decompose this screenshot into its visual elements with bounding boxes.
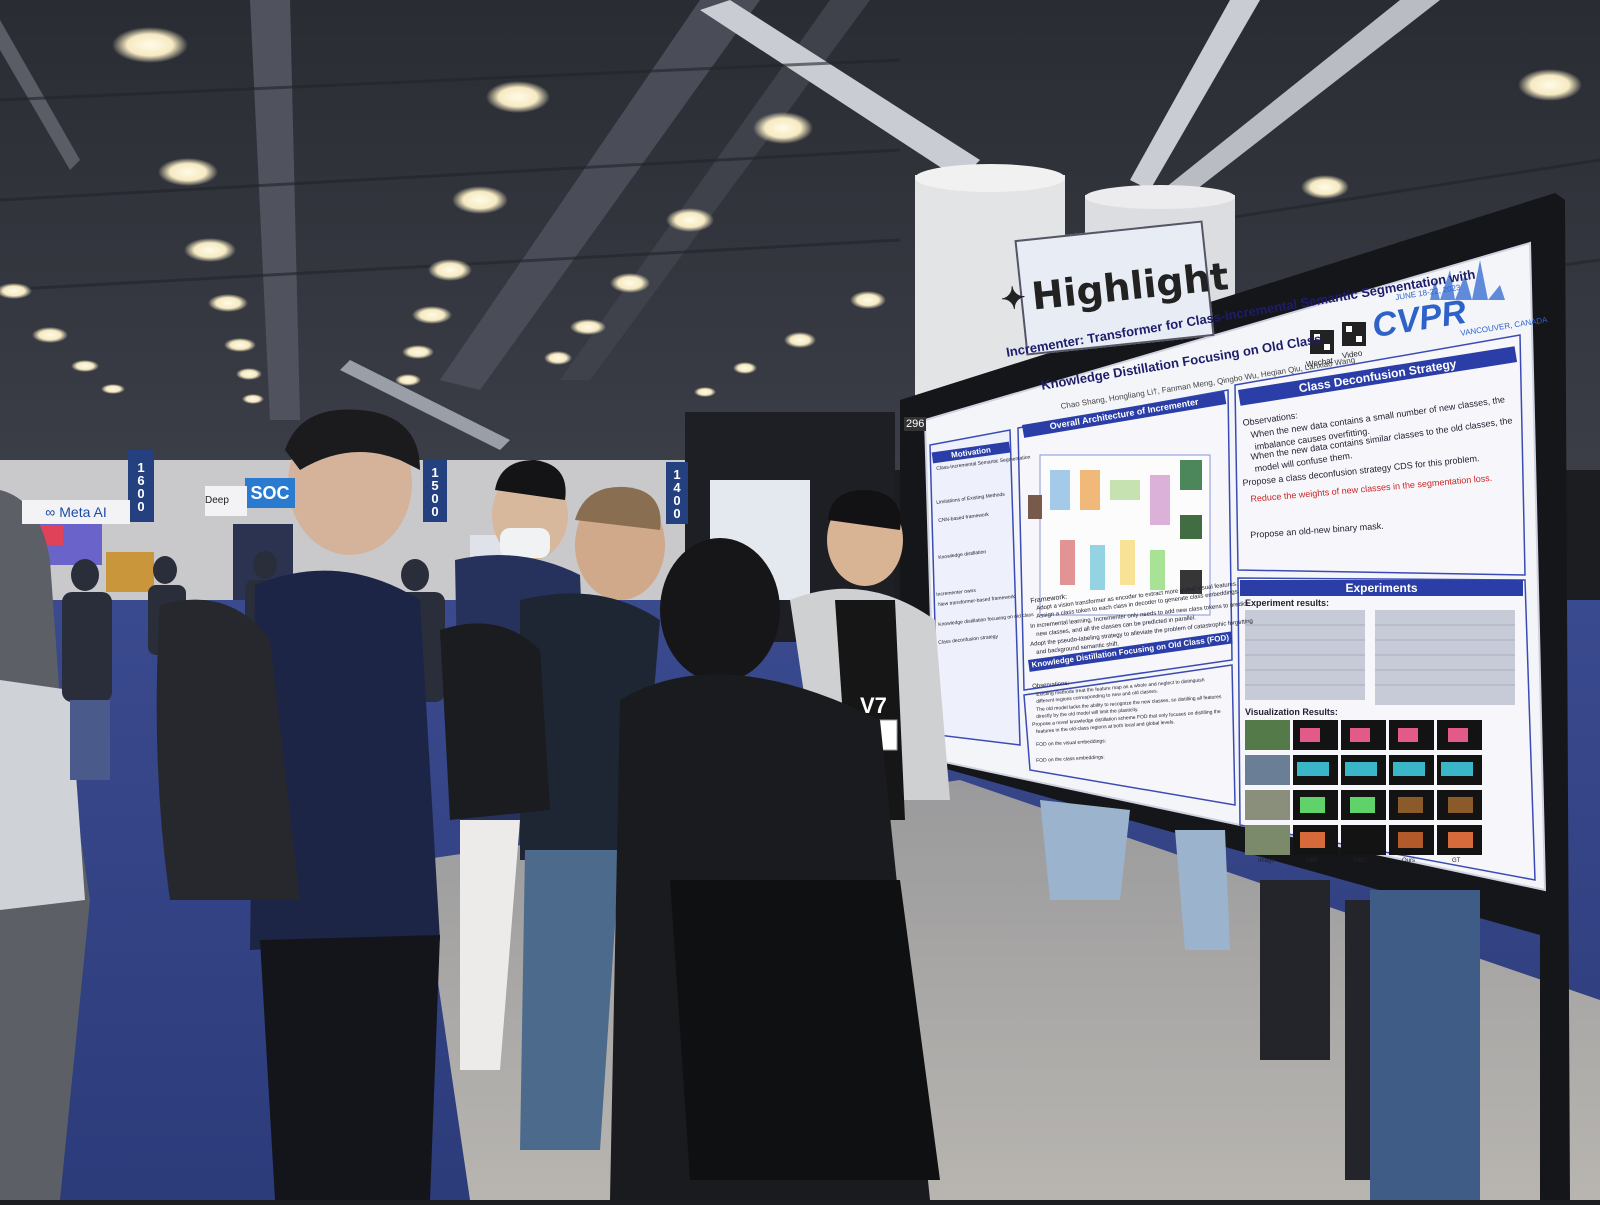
meta-logo-icon: ∞	[45, 504, 56, 520]
visualization-results-label: Visualization Results:	[1245, 707, 1338, 717]
aisle-banner-1400: 1400	[666, 462, 688, 524]
deep-learning-sign: Deep Lea	[205, 486, 247, 516]
booth-number: 296	[904, 417, 927, 431]
sparkle-icon: ✦	[999, 280, 1028, 317]
vis-label-gt: GT	[1452, 858, 1461, 864]
meta-ai-sign: ∞ Meta AI	[22, 500, 130, 524]
vis-label-rbc: RBC*	[1354, 858, 1370, 864]
meta-ai-label: Meta AI	[59, 504, 107, 520]
vis-label-image: Image	[1258, 858, 1275, 864]
presenter-badge-text: V7	[860, 693, 887, 718]
vis-label-mib: MiB*	[1306, 858, 1319, 864]
aisle-banner-1600: 1600	[128, 450, 154, 522]
soc-sign: SOC	[245, 478, 295, 508]
experiment-results-label: Experiment results:	[1245, 598, 1330, 608]
highlight-label: Highlight	[1029, 254, 1231, 319]
section-experiments: Experiments	[1240, 580, 1523, 596]
vis-label-ours: Ours	[1402, 858, 1416, 864]
aisle-banner-1500: 1500	[423, 460, 447, 522]
